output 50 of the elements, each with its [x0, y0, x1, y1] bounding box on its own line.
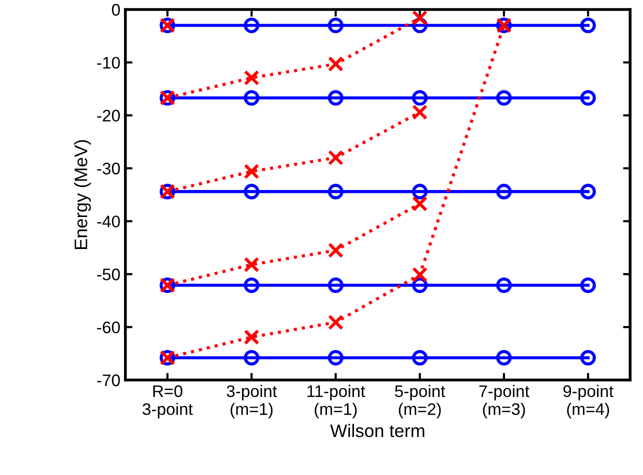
y-tick-label: -10: [97, 56, 120, 69]
point: [328, 277, 344, 294]
x-tick-label: R=0 3-point: [142, 385, 193, 418]
point: [412, 104, 428, 120]
x-tick-label: 11-point (m=1): [307, 384, 366, 418]
y-tick-label: -20: [97, 110, 120, 122]
point: [244, 164, 260, 180]
point: [244, 329, 260, 345]
point: [412, 196, 428, 212]
point: [328, 150, 344, 166]
point: [244, 90, 260, 106]
point: [580, 90, 596, 106]
x-tick-label: 3-point (m=1): [226, 384, 277, 418]
point: [580, 184, 596, 200]
x-tick-label: 9-point (m=4): [563, 384, 614, 418]
point: [580, 277, 596, 294]
point: [496, 277, 512, 294]
y-tick-label: -40: [97, 216, 120, 228]
point: [328, 242, 344, 258]
point: [244, 70, 260, 86]
point: [328, 56, 344, 72]
point: [580, 18, 596, 34]
point: [244, 184, 260, 200]
point: [412, 184, 428, 200]
y-tick-label: -30: [97, 162, 120, 174]
point: [244, 18, 260, 34]
point: [328, 18, 344, 34]
point: [328, 314, 344, 330]
y-tick-label: 0: [112, 4, 120, 16]
point: [496, 350, 512, 366]
point: [412, 266, 428, 282]
point: [244, 256, 260, 272]
x-tick-label: 5-point (m=2): [395, 384, 446, 418]
point: [496, 184, 512, 200]
point: [328, 90, 344, 106]
x-axis-title: Wilson term: [330, 424, 424, 438]
point: [244, 350, 260, 366]
y-tick-label: -70: [97, 374, 120, 386]
y-axis-title: Energy (MeV): [74, 140, 91, 249]
y-tick-label: -50: [97, 268, 120, 280]
point: [412, 350, 428, 366]
x-tick-label: 7-point (m=3): [479, 384, 530, 418]
point: [328, 350, 344, 366]
point: [412, 90, 428, 106]
point: [328, 184, 344, 200]
y-tick-label: -60: [97, 321, 120, 334]
point: [580, 350, 596, 366]
point: [412, 10, 428, 26]
point: [244, 277, 260, 294]
point: [496, 90, 512, 106]
